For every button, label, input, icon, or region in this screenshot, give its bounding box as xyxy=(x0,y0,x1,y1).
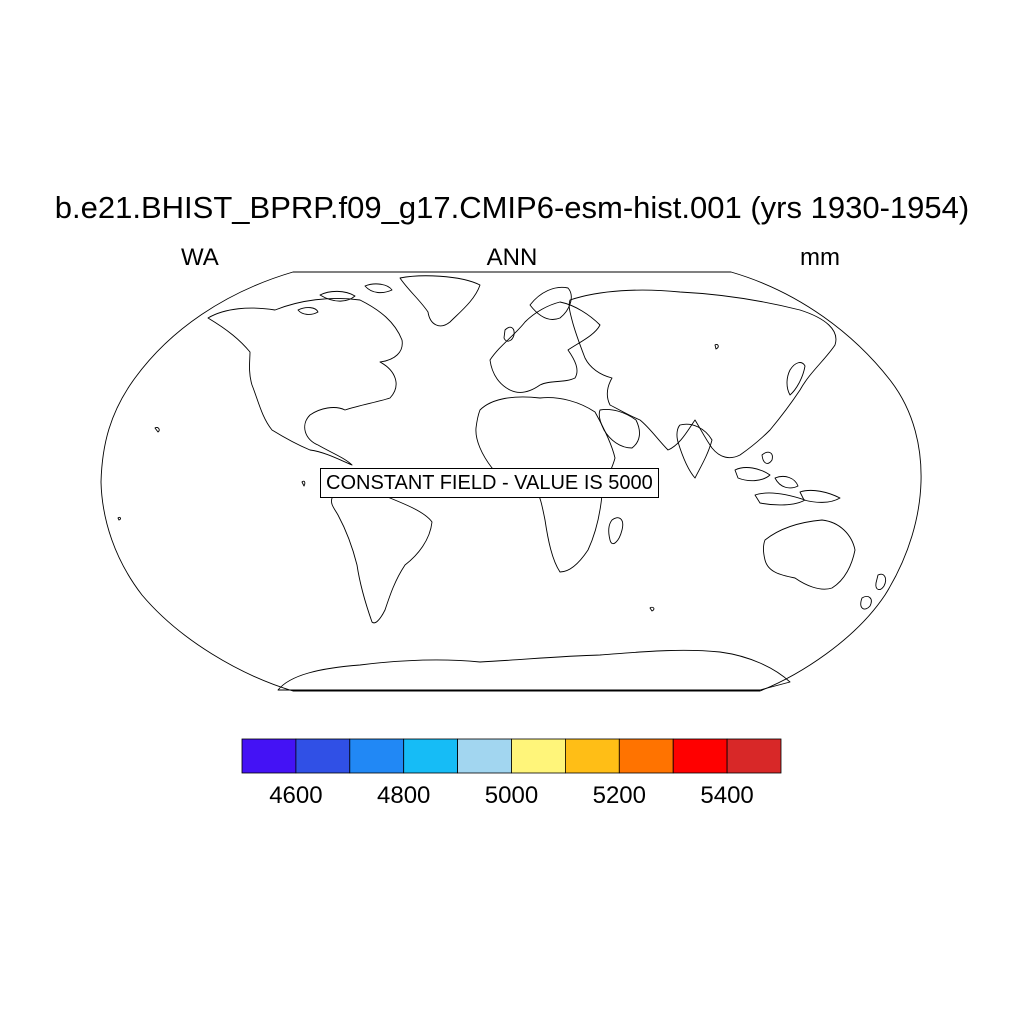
constant-field-message: CONSTANT FIELD - VALUE IS 5000 xyxy=(320,468,659,498)
colorbar-box xyxy=(726,738,782,774)
greenland-outline xyxy=(399,275,481,327)
british-isles-outline xyxy=(503,326,515,342)
new-zealand-outline xyxy=(860,573,887,610)
arctic-islands-outline xyxy=(297,283,393,315)
north-america-outline xyxy=(207,298,403,466)
colorbar-box xyxy=(403,738,459,774)
colorbar-box xyxy=(241,738,297,774)
colorbar-box xyxy=(457,738,512,774)
colorbar-tick-label: 4600 xyxy=(269,782,322,809)
japan-outline xyxy=(786,362,806,396)
southeast-asia-islands-outline xyxy=(734,451,841,506)
colorbar-box xyxy=(511,738,566,774)
south-america-outline xyxy=(331,490,433,624)
colorbar-tick-label: 5200 xyxy=(593,782,646,809)
africa-outline xyxy=(475,396,616,573)
colorbar-box xyxy=(565,738,620,774)
map-boundary xyxy=(100,271,922,692)
antarctica-outline xyxy=(277,649,791,691)
europe-outline xyxy=(489,301,601,393)
colorbar-tick-label: 4800 xyxy=(377,782,430,809)
arabian-peninsula-outline xyxy=(598,409,640,449)
small-islands-outline xyxy=(117,344,719,612)
plot-title: b.e21.BHIST_BPRP.f09_g17.CMIP6-esm-hist.… xyxy=(54,190,970,225)
colorbar-tick-label: 5000 xyxy=(485,782,538,809)
madagascar-outline xyxy=(608,517,624,544)
india-outline xyxy=(676,423,713,479)
season-label: ANN xyxy=(486,244,538,271)
scandinavia-outline xyxy=(529,286,572,320)
units-label: mm xyxy=(800,244,840,271)
variable-label: WA xyxy=(181,244,219,271)
colorbar-box xyxy=(295,738,351,774)
colorbar-tick-label: 5400 xyxy=(700,782,753,809)
colorbar-box xyxy=(672,738,728,774)
australia-outline xyxy=(763,519,856,590)
colorbar-box xyxy=(618,738,674,774)
asia-outline xyxy=(568,289,837,459)
colorbar-box xyxy=(349,738,405,774)
